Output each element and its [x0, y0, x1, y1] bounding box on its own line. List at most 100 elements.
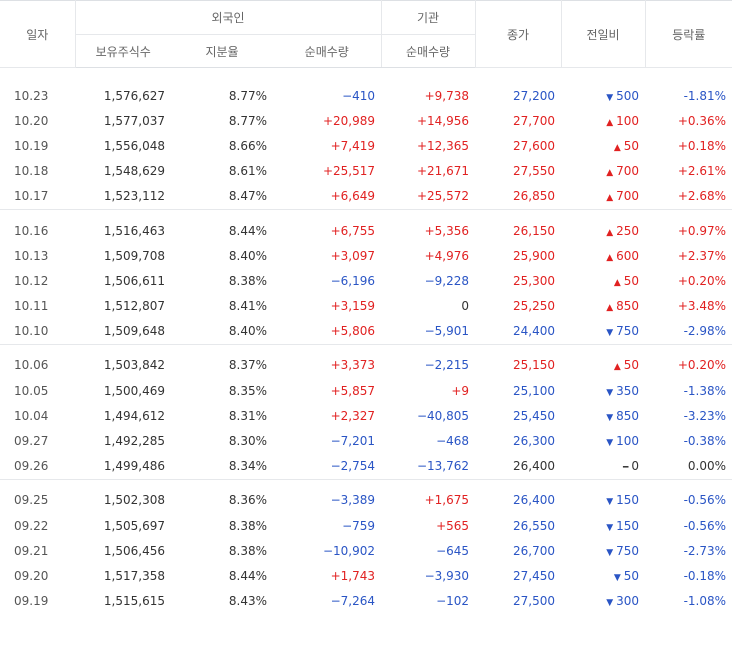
- date-cell: 09.25: [14, 493, 49, 508]
- change-value: 600: [616, 248, 640, 263]
- group-separator: [0, 209, 732, 210]
- inst-net-cell: 0: [461, 299, 470, 314]
- table-row: 10.05 1,500,469 8.35% +5,857 +9 25,100 ▼ 350 -1.…: [0, 378, 732, 403]
- change-cell: ▲ 600: [561, 243, 645, 268]
- table-row: 10.10 1,509,648 8.40% +5,806 −5,901 24,400 ▼ 75…: [0, 319, 732, 345]
- holdings-cell: 1,492,285: [103, 434, 165, 449]
- table-row: 10.13 1,509,708 8.40% +3,097 +4,976 25,900 ▲ 60…: [0, 243, 732, 268]
- holdings-cell: 1,502,308: [103, 493, 165, 508]
- table-row: 10.06 1,503,842 8.37% +3,373 −2,215 25,150 ▲ 50…: [0, 353, 732, 378]
- ratio-cell: 8.44%: [228, 568, 267, 583]
- investor-trading-table: 일자 외국인 기관 종가 전일비 등락률 보유주식수 지분율 순매수량 순매수량…: [0, 0, 732, 614]
- close-cell: 26,400: [513, 459, 556, 474]
- ratio-cell: 8.61%: [228, 164, 267, 179]
- foreign-net-cell: −410: [342, 88, 376, 103]
- inst-net-cell: −40,805: [416, 408, 470, 423]
- foreign-net-cell: −2,754: [330, 459, 376, 474]
- date-cell: 10.19: [14, 138, 49, 153]
- inst-net-cell: +565: [436, 518, 470, 533]
- close-cell: 26,400: [513, 493, 556, 508]
- foreign-net-cell: −10,902: [322, 543, 376, 558]
- close-cell: 26,700: [513, 543, 556, 558]
- foreign-net-cell: +1,743: [330, 568, 376, 583]
- foreign-net-cell: −759: [342, 518, 376, 533]
- date-cell: 09.22: [14, 518, 49, 533]
- holdings-cell: 1,503,842: [103, 358, 165, 373]
- date-cell: 10.18: [14, 164, 49, 179]
- change-cell: ▼ 300: [561, 589, 645, 614]
- close-cell: 27,500: [513, 594, 556, 609]
- change-cell: ▲ 50: [561, 353, 645, 378]
- change-cell: ▲ 250: [561, 218, 645, 243]
- inst-net-cell: −645: [436, 543, 470, 558]
- arrow-down-icon: ▼: [606, 522, 614, 533]
- inst-net-cell: −468: [436, 434, 470, 449]
- holdings-cell: 1,509,708: [103, 248, 165, 263]
- rate-cell: -0.18%: [683, 568, 727, 583]
- change-value: 100: [616, 434, 640, 449]
- date-cell: 10.20: [14, 113, 49, 128]
- arrow-down-icon: ▼: [606, 497, 614, 508]
- arrow-up-icon: ▲: [606, 303, 614, 314]
- inst-net-cell: −13,762: [416, 459, 470, 474]
- change-value: 850: [616, 408, 640, 423]
- inst-net-cell: +9,738: [424, 88, 470, 103]
- table-row: 10.11 1,512,807 8.41% +3,159 0 25,250 ▲ 850 +3.4…: [0, 294, 732, 319]
- foreign-net-cell: +20,989: [322, 113, 376, 128]
- change-cell: ▼ 150: [561, 488, 645, 513]
- table-row: 10.04 1,494,612 8.31% +2,327 −40,805 25,450 ▼ 8…: [0, 403, 732, 428]
- rate-cell: -1.38%: [683, 383, 727, 398]
- header-close: 종가: [475, 0, 562, 68]
- change-value: 850: [616, 299, 640, 314]
- ratio-cell: 8.38%: [228, 543, 267, 558]
- ratio-cell: 8.37%: [228, 358, 267, 373]
- change-cell: ▲ 50: [561, 268, 645, 293]
- foreign-net-cell: +2,327: [330, 408, 376, 423]
- date-cell: 09.21: [14, 543, 49, 558]
- inst-net-cell: +1,675: [424, 493, 470, 508]
- group-separator: [0, 344, 732, 345]
- rate-cell: +0.36%: [677, 113, 727, 128]
- ratio-cell: 8.77%: [228, 113, 267, 128]
- foreign-net-cell: −3,389: [330, 493, 376, 508]
- date-cell: 09.19: [14, 594, 49, 609]
- dash-icon: ━: [622, 463, 629, 474]
- date-cell: 09.27: [14, 434, 49, 449]
- header-ratio: 지분율: [171, 34, 273, 68]
- ratio-cell: 8.77%: [228, 88, 267, 103]
- date-cell: 10.06: [14, 358, 49, 373]
- inst-net-cell: +14,956: [416, 113, 470, 128]
- change-cell: ▼ 50: [561, 563, 645, 588]
- arrow-up-icon: ▲: [606, 193, 614, 204]
- close-cell: 26,850: [513, 189, 556, 204]
- date-cell: 10.05: [14, 383, 49, 398]
- rate-cell: 0.00%: [687, 459, 727, 474]
- table-row: 10.19 1,556,048 8.66% +7,419 +12,365 27,600 ▲ 5…: [0, 133, 732, 158]
- holdings-cell: 1,548,629: [103, 164, 165, 179]
- close-cell: 27,450: [513, 568, 556, 583]
- ratio-cell: 8.40%: [228, 248, 267, 263]
- holdings-cell: 1,515,615: [103, 594, 165, 609]
- ratio-cell: 8.38%: [228, 273, 267, 288]
- rate-cell: +0.18%: [677, 138, 727, 153]
- ratio-cell: 8.30%: [228, 434, 267, 449]
- date-cell: 09.26: [14, 459, 49, 474]
- header-foreign: 외국인: [75, 0, 382, 35]
- close-cell: 26,150: [513, 223, 556, 238]
- holdings-cell: 1,516,463: [103, 223, 165, 238]
- group-spacer: [0, 480, 732, 488]
- ratio-cell: 8.44%: [228, 223, 267, 238]
- table-row: 09.27 1,492,285 8.30% −7,201 −468 26,300 ▼ 100 -…: [0, 428, 732, 453]
- inst-net-cell: +4,976: [424, 248, 470, 263]
- change-value: 150: [616, 493, 640, 508]
- header-institution: 기관: [381, 0, 476, 35]
- ratio-cell: 8.34%: [228, 459, 267, 474]
- ratio-cell: 8.41%: [228, 299, 267, 314]
- table-body: 10.23 1,576,627 8.77% −410 +9,738 27,200 ▼ 500-…: [0, 68, 732, 614]
- change-value: 700: [616, 164, 640, 179]
- arrow-up-icon: ▲: [613, 362, 621, 373]
- change-value: 750: [616, 543, 640, 558]
- change-value: 50: [623, 568, 640, 583]
- table-row: 09.26 1,499,486 8.34% −2,754 −13,762 26,400 ━ 0…: [0, 454, 732, 480]
- rate-cell: +2.37%: [677, 248, 727, 263]
